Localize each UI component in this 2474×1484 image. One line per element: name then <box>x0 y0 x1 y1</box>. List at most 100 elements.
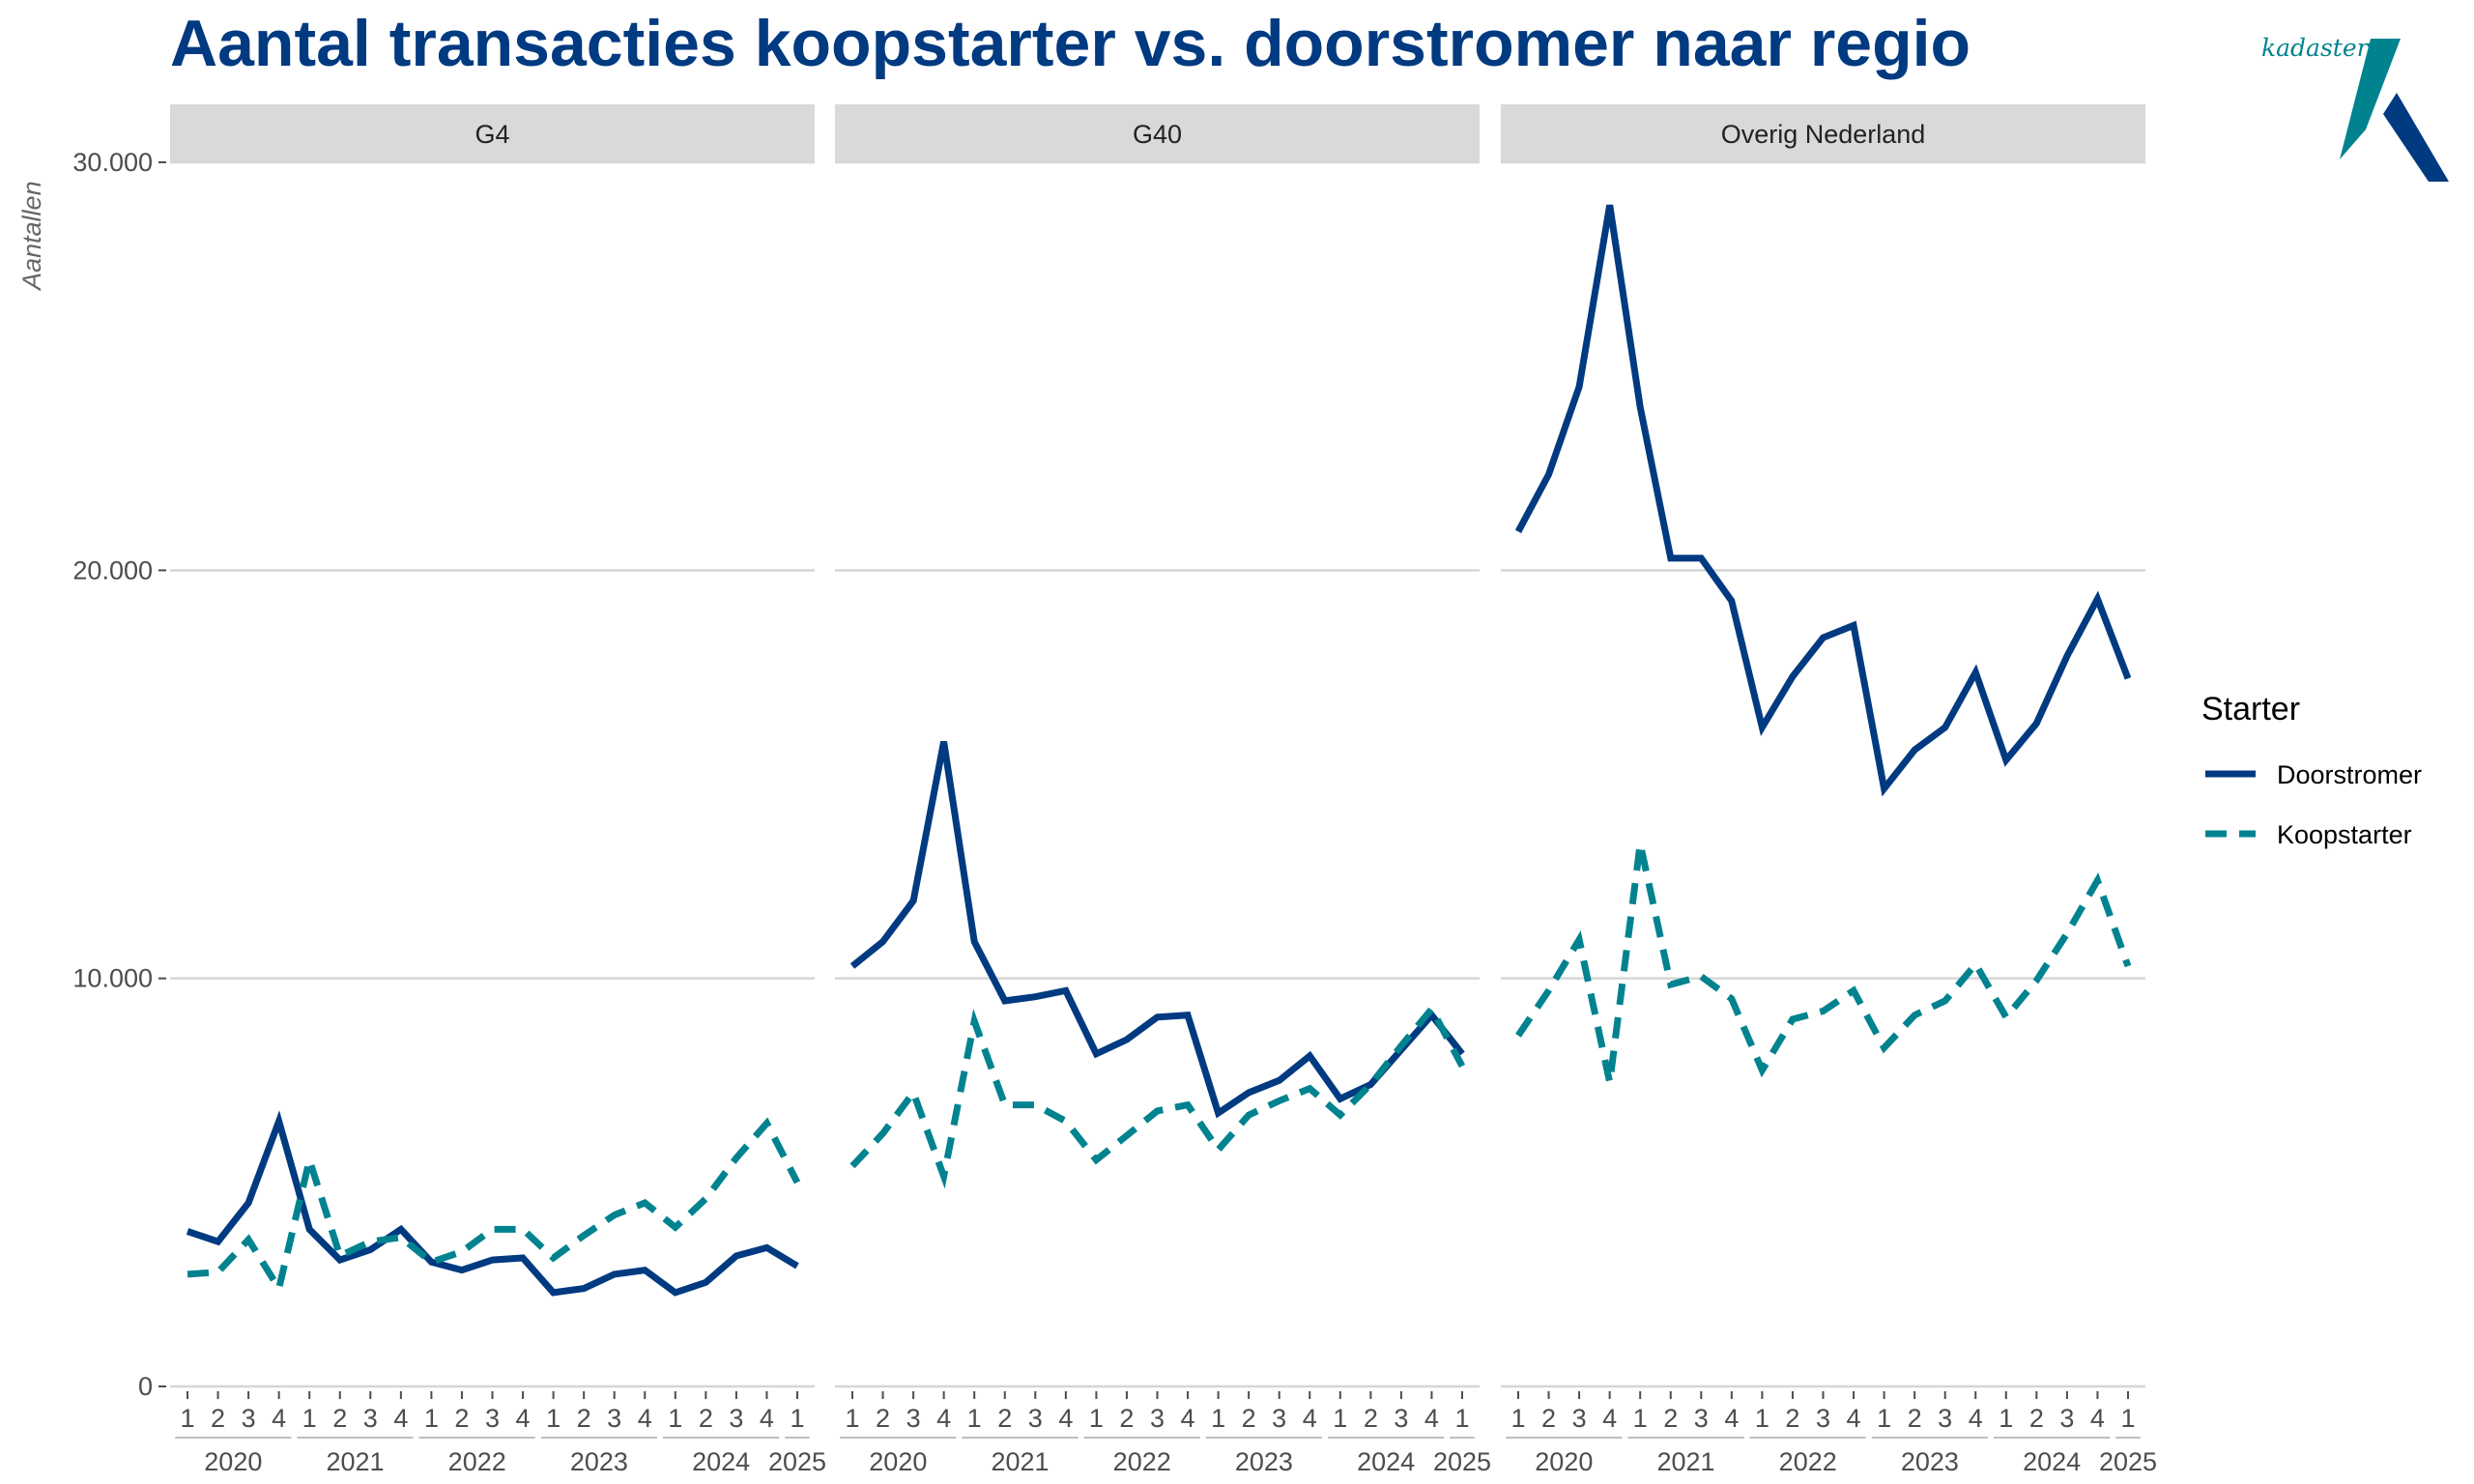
facet-strip-label: Overig Nederland <box>1721 120 1926 149</box>
x-tick-label-quarter: 3 <box>1028 1404 1043 1433</box>
series-line-doorstromer <box>849 741 1465 1119</box>
x-tick-label-quarter: 1 <box>790 1404 804 1433</box>
legend-label-koopstarter: Koopstarter <box>2277 820 2412 849</box>
x-tick-label-quarter: 4 <box>1424 1404 1439 1433</box>
x-tick-label-quarter: 2 <box>876 1404 890 1433</box>
x-tick-label-year: 2022 <box>1113 1447 1171 1476</box>
x-tick-label-year: 2022 <box>448 1447 506 1476</box>
x-tick-label-quarter: 2 <box>699 1404 713 1433</box>
x-tick-label-year: 2023 <box>1235 1447 1293 1476</box>
series-line-doorstromer <box>1514 204 2132 797</box>
x-tick-label-quarter: 3 <box>607 1404 621 1433</box>
x-tick-label-quarter: 2 <box>1242 1404 1256 1433</box>
x-tick-label-quarter: 2 <box>1364 1404 1378 1433</box>
x-tick-label-quarter: 1 <box>1454 1404 1469 1433</box>
kadaster-logo: kadaster <box>2261 34 2449 182</box>
x-tick-label-quarter: 4 <box>1847 1404 1861 1433</box>
facet-strip <box>835 104 1480 163</box>
x-tick-label-quarter: 2 <box>1785 1404 1799 1433</box>
x-tick-label-quarter: 3 <box>1816 1404 1830 1433</box>
x-tick-label-year: 2023 <box>1901 1447 1959 1476</box>
x-tick-label-quarter: 4 <box>1724 1404 1739 1433</box>
series-line-koopstarter <box>1515 842 2132 1084</box>
x-tick-label-quarter: 1 <box>546 1404 561 1433</box>
y-tick-label: 20.000 <box>72 556 153 585</box>
x-tick-label-year: 2021 <box>326 1447 384 1476</box>
legend: Starter Doorstromer Koopstarter <box>2201 691 2422 849</box>
kadaster-logo-text: kadaster <box>2261 34 2371 62</box>
x-tick-label-quarter: 1 <box>967 1404 982 1433</box>
legend-title: Starter <box>2201 691 2300 728</box>
x-tick-label-quarter: 3 <box>1694 1404 1709 1433</box>
x-tick-label-quarter: 1 <box>1510 1404 1525 1433</box>
x-tick-label-quarter: 4 <box>1602 1404 1617 1433</box>
y-tick-label: 10.000 <box>72 964 153 993</box>
x-tick-label-quarter: 2 <box>1908 1404 1922 1433</box>
series-line-koopstarter <box>187 1117 801 1298</box>
x-tick-label-quarter: 2 <box>997 1404 1012 1433</box>
x-tick-label-quarter: 2 <box>211 1404 225 1433</box>
x-tick-label-quarter: 2 <box>332 1404 347 1433</box>
x-tick-label-quarter: 3 <box>1938 1404 1952 1433</box>
x-tick-label-quarter: 4 <box>1181 1404 1195 1433</box>
x-tick-label-quarter: 4 <box>516 1404 531 1433</box>
x-tick-label-quarter: 1 <box>1211 1404 1225 1433</box>
series-line-koopstarter <box>849 1003 1466 1189</box>
x-tick-label-quarter: 2 <box>1541 1404 1556 1433</box>
x-tick-label-quarter: 1 <box>180 1404 194 1433</box>
x-tick-label-quarter: 3 <box>363 1404 378 1433</box>
x-tick-label-quarter: 1 <box>424 1404 439 1433</box>
x-tick-label-year: 2022 <box>1779 1447 1837 1476</box>
x-tick-label-quarter: 4 <box>936 1404 951 1433</box>
x-tick-label-quarter: 3 <box>1394 1404 1408 1433</box>
x-tick-label-year: 2020 <box>204 1447 262 1476</box>
x-tick-label-quarter: 3 <box>242 1404 256 1433</box>
x-tick-label-year: 2021 <box>991 1447 1049 1476</box>
facet-strip-label: G40 <box>1133 120 1182 149</box>
x-tick-label-quarter: 3 <box>1150 1404 1165 1433</box>
x-tick-label-year: 2025 <box>2099 1447 2157 1476</box>
x-tick-label-quarter: 4 <box>1303 1404 1317 1433</box>
x-tick-label-quarter: 1 <box>302 1404 317 1433</box>
x-tick-label-quarter: 2 <box>1663 1404 1678 1433</box>
x-tick-label-quarter: 1 <box>1877 1404 1891 1433</box>
x-tick-label-year: 2020 <box>869 1447 927 1476</box>
facet-strip-label: G4 <box>475 120 509 149</box>
x-tick-label-quarter: 4 <box>272 1404 286 1433</box>
x-tick-label-quarter: 3 <box>1572 1404 1587 1433</box>
legend-label-doorstromer: Doorstromer <box>2277 760 2422 789</box>
x-tick-label-quarter: 3 <box>1272 1404 1286 1433</box>
x-tick-label-year: 2020 <box>1535 1447 1593 1476</box>
x-tick-label-quarter: 3 <box>729 1404 743 1433</box>
x-tick-label-year: 2024 <box>2023 1447 2081 1476</box>
x-tick-label-quarter: 4 <box>1969 1404 1983 1433</box>
x-tick-label-year: 2021 <box>1656 1447 1714 1476</box>
x-tick-label-year: 2025 <box>768 1447 826 1476</box>
x-tick-label-quarter: 3 <box>2059 1404 2074 1433</box>
y-axis: 0 10.000 20.000 30.000 <box>72 148 166 1401</box>
x-tick-label-quarter: 1 <box>845 1404 859 1433</box>
facet-strip <box>170 104 815 163</box>
x-tick-label-quarter: 3 <box>906 1404 921 1433</box>
x-tick-label-quarter: 2 <box>454 1404 469 1433</box>
x-tick-label-quarter: 3 <box>485 1404 500 1433</box>
y-tick-label: 0 <box>138 1372 153 1401</box>
facet-strip <box>1501 104 2145 163</box>
x-tick-label-quarter: 1 <box>1755 1404 1769 1433</box>
x-tick-label-year: 2024 <box>692 1447 750 1476</box>
x-tick-label-quarter: 4 <box>2090 1404 2105 1433</box>
x-tick-label-quarter: 1 <box>2120 1404 2135 1433</box>
x-tick-label-quarter: 2 <box>1119 1404 1134 1433</box>
x-tick-label-year: 2025 <box>1433 1447 1491 1476</box>
x-tick-label-quarter: 4 <box>760 1404 774 1433</box>
x-tick-label-quarter: 1 <box>1999 1404 2013 1433</box>
y-axis-label: Aantallen <box>17 181 46 292</box>
x-tick-label-year: 2023 <box>570 1447 628 1476</box>
x-tick-label-quarter: 4 <box>393 1404 408 1433</box>
x-tick-label-quarter: 1 <box>1089 1404 1104 1433</box>
x-tick-label-quarter: 1 <box>668 1404 682 1433</box>
